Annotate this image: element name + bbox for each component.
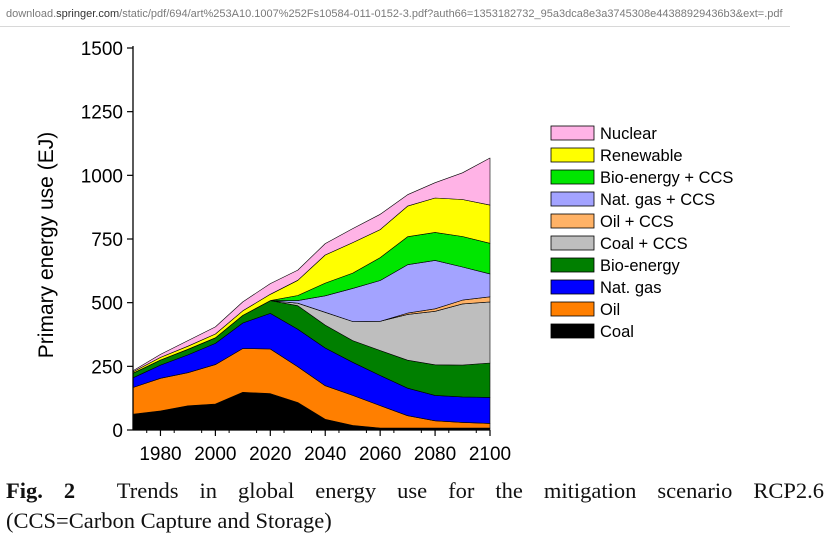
caption-line-2: (CCS=Carbon Capture and Storage) — [6, 508, 332, 533]
legend-label: Oil — [600, 301, 620, 319]
legend-swatch — [550, 191, 595, 207]
legend-label: Nat. gas + CCS — [600, 191, 715, 209]
y-tick-label: 1000 — [81, 166, 123, 187]
y-tick-label: 750 — [91, 230, 123, 251]
x-tick-label: 2060 — [359, 444, 401, 465]
y-tick-label: 1250 — [81, 103, 123, 124]
legend-swatch — [550, 125, 595, 141]
legend-label: Renewable — [600, 147, 683, 165]
legend-label: Oil + CCS — [600, 213, 674, 231]
legend-swatch — [550, 147, 595, 163]
axis-ticks: 0 250 500 750 1000 1250 1500 1980 2000 2020 2040 20… — [81, 39, 511, 465]
legend-swatch — [550, 213, 595, 229]
x-tick-label: 2020 — [249, 444, 291, 465]
legend-swatch — [550, 279, 595, 295]
legend-label: Nuclear — [600, 125, 657, 143]
x-tick-label: 1980 — [139, 444, 181, 465]
legend-swatch — [550, 257, 595, 273]
figure-number: Fig. 2 — [6, 478, 76, 503]
caption-line-1: Trends in global energy use for the miti… — [116, 478, 825, 503]
area-nuclear — [132, 157, 491, 373]
legend-label: Coal — [600, 323, 634, 341]
legend-swatch — [550, 301, 595, 317]
y-tick-label: 0 — [112, 421, 123, 442]
x-tick-label: 2000 — [194, 444, 236, 465]
y-axis-label: Primary energy use (EJ) — [35, 132, 58, 358]
y-tick-label: 1500 — [81, 39, 123, 60]
stacked-areas — [132, 157, 491, 431]
y-tick-label: 250 — [91, 357, 123, 378]
legend-label: Coal + CCS — [600, 235, 688, 253]
legend-swatch — [550, 169, 595, 185]
legend-label: Bio-energy — [600, 257, 681, 275]
x-tick-label: 2100 — [469, 444, 511, 465]
x-tick-label: 2080 — [414, 444, 456, 465]
legend-swatch — [550, 235, 595, 251]
browser-address-bar[interactable]: download.springer.com/static/pdf/694/art… — [0, 0, 790, 27]
y-tick-label: 500 — [91, 294, 123, 315]
x-tick-label: 2040 — [304, 444, 346, 465]
legend-label: Nat. gas — [600, 279, 661, 297]
legend-label: Bio-energy + CCS — [600, 169, 733, 187]
legend: Nuclear Renewable Bio-energy + CCS Nat. gas… — [550, 125, 733, 341]
energy-use-chart: 0 250 500 750 1000 1250 1500 1980 2000 2020 2040 20… — [35, 39, 733, 465]
url-text[interactable]: download.springer.com/static/pdf/694/art… — [6, 8, 783, 20]
figure-caption: Fig. 2 Trends in global energy use for t… — [6, 476, 828, 536]
legend-swatch — [550, 323, 595, 339]
